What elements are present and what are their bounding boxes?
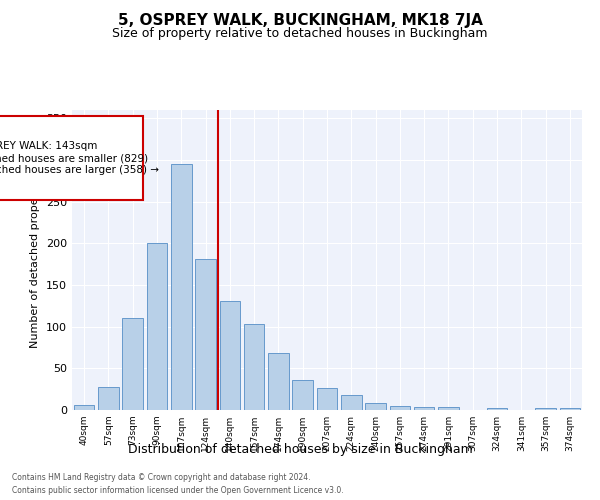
Bar — [195, 259, 216, 410]
Text: 5, OSPREY WALK, BUCKINGHAM, MK18 7JA: 5, OSPREY WALK, BUCKINGHAM, MK18 7JA — [118, 12, 482, 28]
Text: Size of property relative to detached houses in Buckingham: Size of property relative to detached ho… — [112, 28, 488, 40]
Text: 5 OSPREY WALK: 143sqm
← 69% of detached houses are smaller (829)
30% of semi-det: 5 OSPREY WALK: 143sqm ← 69% of detached … — [0, 142, 158, 174]
Y-axis label: Number of detached properties: Number of detached properties — [31, 172, 40, 348]
Text: Distribution of detached houses by size in Buckingham: Distribution of detached houses by size … — [128, 442, 472, 456]
Bar — [146, 244, 167, 410]
Bar — [98, 386, 119, 410]
Bar — [317, 388, 337, 410]
Bar — [122, 318, 143, 410]
Text: Contains public sector information licensed under the Open Government Licence v3: Contains public sector information licen… — [12, 486, 344, 495]
Bar — [535, 408, 556, 410]
Bar — [244, 324, 265, 410]
Bar — [220, 301, 240, 410]
Bar — [268, 354, 289, 410]
Bar — [292, 380, 313, 410]
Bar — [487, 408, 508, 410]
Bar — [341, 395, 362, 410]
Bar — [560, 408, 580, 410]
Bar — [365, 402, 386, 410]
Text: Contains HM Land Registry data © Crown copyright and database right 2024.: Contains HM Land Registry data © Crown c… — [12, 474, 311, 482]
Bar — [438, 406, 459, 410]
Bar — [389, 406, 410, 410]
Bar — [74, 405, 94, 410]
Bar — [171, 164, 191, 410]
Bar — [414, 406, 434, 410]
